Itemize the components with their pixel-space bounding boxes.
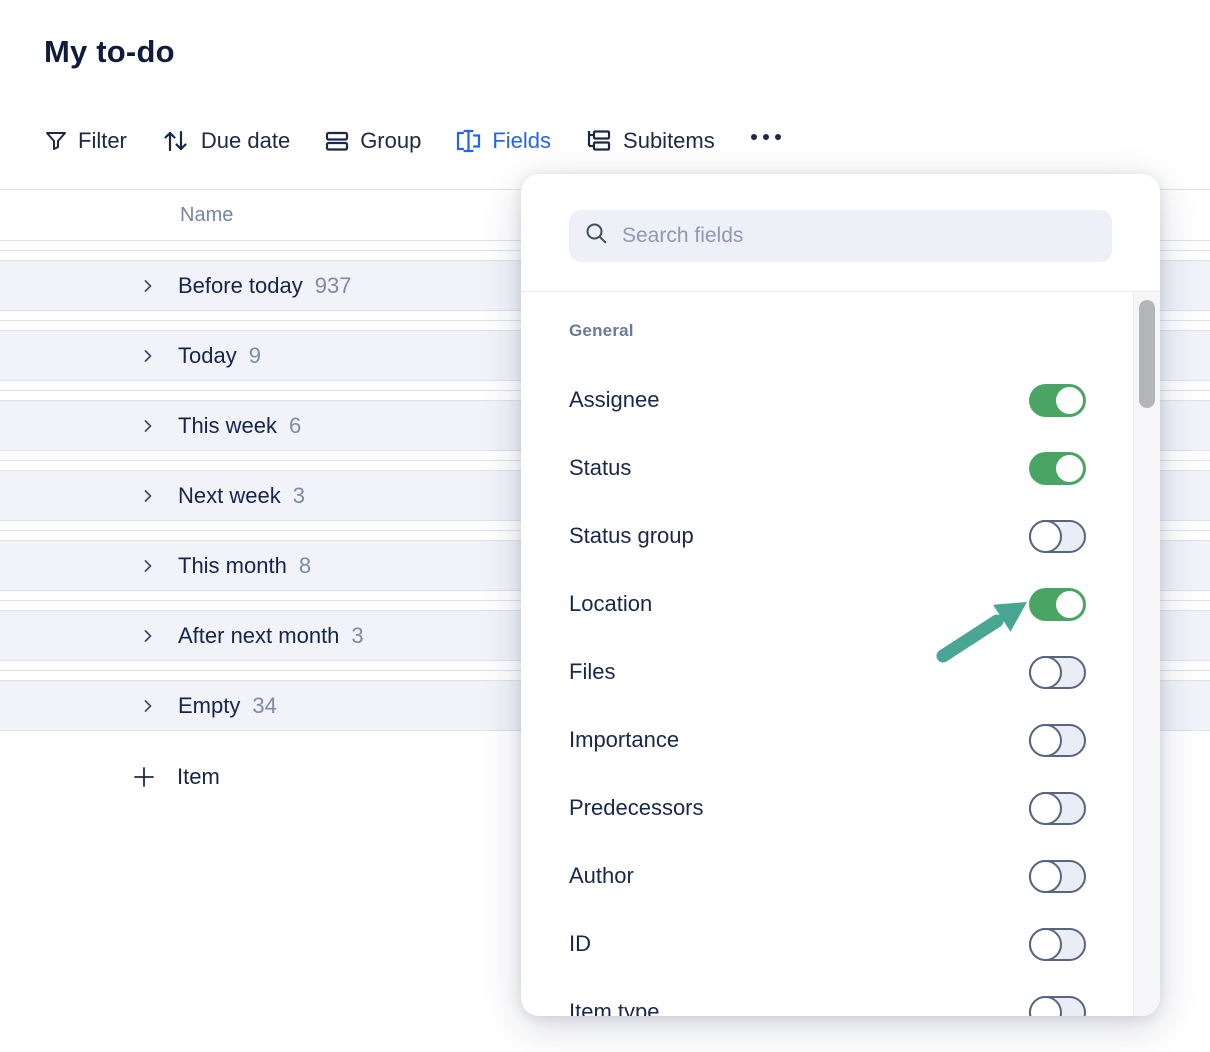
fields-search-box bbox=[569, 210, 1112, 262]
group-label: Next week bbox=[178, 482, 281, 508]
field-toggle[interactable] bbox=[1029, 451, 1086, 485]
field-row: Status group bbox=[521, 502, 1160, 570]
group-count: 34 bbox=[252, 692, 277, 718]
subitems-tree-icon bbox=[585, 128, 613, 154]
chevron-right-icon[interactable] bbox=[140, 348, 156, 364]
group-label: After next month bbox=[178, 622, 340, 648]
group-label: This week bbox=[178, 412, 278, 438]
sort-label: Due date bbox=[200, 128, 291, 153]
search-icon bbox=[585, 222, 608, 250]
chevron-right-icon[interactable] bbox=[140, 418, 156, 434]
field-label: Assignee bbox=[569, 387, 660, 412]
group-count: 937 bbox=[314, 272, 352, 298]
field-label: Author bbox=[569, 863, 634, 888]
fields-panel: General Assignee Status Status group Loc… bbox=[521, 174, 1160, 1016]
page-title: My to-do bbox=[44, 34, 175, 69]
field-label: Files bbox=[569, 659, 616, 684]
chevron-right-icon[interactable] bbox=[140, 278, 156, 294]
toggle-knob bbox=[1029, 995, 1062, 1016]
sort-due-date-button[interactable]: Due date bbox=[161, 128, 290, 154]
field-toggle[interactable] bbox=[1029, 587, 1086, 621]
field-toggle[interactable] bbox=[1029, 655, 1086, 689]
group-label: Today bbox=[178, 342, 237, 368]
panel-divider bbox=[521, 291, 1160, 292]
filter-button[interactable]: Filter bbox=[44, 128, 127, 154]
fields-button[interactable]: Fields bbox=[455, 128, 551, 154]
field-row: Location bbox=[521, 570, 1160, 638]
group-count: 3 bbox=[351, 622, 364, 648]
field-row: Importance bbox=[521, 706, 1160, 774]
ellipsis-icon bbox=[749, 132, 783, 142]
sort-arrows-icon bbox=[161, 128, 191, 154]
field-label: Status group bbox=[569, 523, 694, 548]
section-label-general: General bbox=[569, 321, 634, 340]
panel-scrollbar-track bbox=[1133, 292, 1160, 1016]
field-label: Predecessors bbox=[569, 795, 704, 820]
add-item-button[interactable]: Item bbox=[0, 755, 1210, 799]
group-count: 6 bbox=[289, 412, 302, 438]
group-label: This month bbox=[178, 552, 287, 578]
plus-icon bbox=[133, 766, 155, 788]
chevron-right-icon[interactable] bbox=[140, 488, 156, 504]
field-toggle[interactable] bbox=[1029, 859, 1086, 893]
field-row: Author bbox=[521, 842, 1160, 910]
toggle-knob bbox=[1029, 519, 1062, 553]
panel-scrollbar-thumb[interactable] bbox=[1139, 300, 1155, 408]
field-row: ID bbox=[521, 910, 1160, 978]
field-toggle[interactable] bbox=[1029, 723, 1086, 757]
fields-label: Fields bbox=[492, 128, 552, 153]
field-toggle[interactable] bbox=[1029, 927, 1086, 961]
fields-column-icon bbox=[455, 128, 482, 154]
field-row: Predecessors bbox=[521, 774, 1160, 842]
search-fields-input[interactable] bbox=[622, 224, 1096, 248]
filter-label: Filter bbox=[78, 128, 127, 153]
toggle-knob bbox=[1029, 655, 1062, 689]
field-toggle[interactable] bbox=[1029, 383, 1086, 417]
field-row: Status bbox=[521, 434, 1160, 502]
field-rows: Assignee Status Status group Location Fi… bbox=[521, 366, 1160, 1016]
toggle-knob bbox=[1029, 723, 1062, 757]
subitems-button[interactable]: Subitems bbox=[585, 128, 715, 154]
toggle-knob bbox=[1029, 859, 1062, 893]
toolbar: Filter Due date Group Fields Subitems bbox=[44, 123, 783, 159]
field-row: Files bbox=[521, 638, 1160, 706]
chevron-right-icon[interactable] bbox=[140, 698, 156, 714]
field-row: Assignee bbox=[521, 366, 1160, 434]
field-toggle[interactable] bbox=[1029, 519, 1086, 553]
more-options-button[interactable] bbox=[749, 132, 783, 150]
group-count: 8 bbox=[298, 552, 312, 578]
group-label: Group bbox=[360, 128, 422, 153]
toggle-knob bbox=[1056, 386, 1083, 414]
group-count: 9 bbox=[248, 342, 261, 368]
group-label: Before today bbox=[178, 272, 303, 298]
chevron-right-icon[interactable] bbox=[140, 558, 156, 574]
toggle-knob bbox=[1056, 454, 1083, 482]
field-label: ID bbox=[569, 931, 591, 956]
field-label: Item type bbox=[569, 999, 660, 1016]
add-item-label: Item bbox=[177, 764, 220, 789]
field-toggle[interactable] bbox=[1029, 995, 1086, 1016]
toggle-knob bbox=[1029, 927, 1062, 961]
filter-funnel-icon bbox=[44, 129, 68, 153]
field-row: Item type bbox=[521, 978, 1160, 1016]
group-label: Empty bbox=[178, 692, 241, 718]
subitems-label: Subitems bbox=[623, 128, 715, 153]
field-label: Status bbox=[569, 455, 632, 480]
toggle-knob bbox=[1056, 590, 1083, 618]
toggle-knob bbox=[1029, 791, 1062, 825]
group-rows-icon bbox=[324, 129, 350, 153]
group-count: 3 bbox=[292, 482, 305, 508]
field-label: Location bbox=[569, 591, 653, 616]
chevron-right-icon[interactable] bbox=[140, 628, 156, 644]
name-column-header: Name bbox=[180, 203, 234, 226]
field-label: Importance bbox=[569, 727, 680, 752]
field-toggle[interactable] bbox=[1029, 791, 1086, 825]
group-button[interactable]: Group bbox=[324, 128, 421, 154]
